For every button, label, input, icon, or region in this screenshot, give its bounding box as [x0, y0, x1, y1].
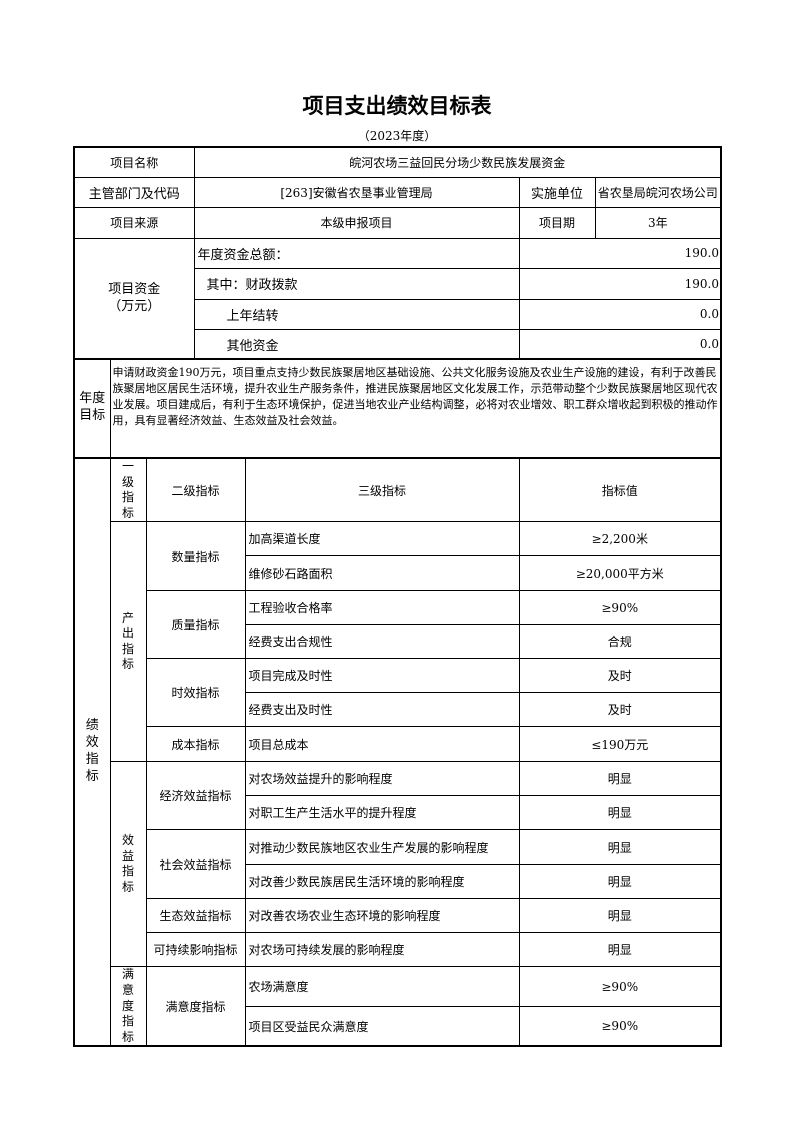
l3-name: 对推动少数民族地区农业生产发展的影响程度	[244, 829, 520, 866]
fund-row-value: 190.0	[518, 267, 722, 300]
indicators-table: 绩效指标 一级指标 二级指标 三级指标 指标值 产出指标 数量指标 加高渠道长度…	[73, 457, 722, 1048]
l2-quality: 质量指标	[145, 590, 246, 660]
period-label: 项目期	[518, 206, 596, 239]
unit-value: 省农垦局皖河农场公司	[594, 176, 722, 208]
l3-value: ≥90%	[518, 590, 722, 626]
l3-value: ≥90%	[518, 966, 722, 1008]
l3-name: 维修砂石路面积	[244, 555, 520, 592]
l3-name: 经费支出合规性	[244, 624, 520, 660]
page-subtitle: （2023年度）	[357, 129, 437, 143]
l3-value: 明显	[518, 864, 722, 900]
period-value: 3年	[594, 206, 722, 239]
fund-row-label: 年度资金总额：	[193, 237, 520, 269]
header-value: 指标值	[518, 457, 722, 523]
l3-name: 对职工生产生活水平的提升程度	[244, 795, 520, 831]
page-title: 项目支出绩效目标表	[302, 94, 492, 118]
l3-name: 工程验收合格率	[244, 590, 520, 626]
l3-value: 明显	[518, 761, 722, 797]
l1-benefit: 效益指标	[109, 761, 147, 968]
l2-cost: 成本指标	[145, 726, 246, 763]
funds-label-line2: （万元）	[108, 298, 161, 314]
fund-row-label: 其中：财政拨款	[193, 267, 520, 300]
fund-row-value: 0.0	[518, 298, 722, 330]
l2-quantity: 数量指标	[145, 521, 246, 592]
source-label: 项目来源	[73, 206, 195, 239]
fund-row-label: 上年结转	[193, 298, 520, 330]
l3-name: 对改善农场农业生态环境的影响程度	[244, 898, 520, 934]
fund-row-value: 190.0	[518, 237, 722, 269]
l2-sustainable: 可持续影响指标	[145, 932, 246, 968]
l1-output: 产出指标	[109, 521, 147, 763]
funds-label-line1: 项目资金	[108, 281, 161, 297]
header-l2: 二级指标	[145, 457, 246, 523]
l2-ecological: 生态效益指标	[145, 898, 246, 934]
l3-value: 明显	[518, 898, 722, 934]
goal-text: 申请财政资金190万元，项目重点支持少数民族聚居地区基础设施、公共文化服务设施及…	[109, 358, 722, 458]
l2-timeliness: 时效指标	[145, 658, 246, 728]
l3-name: 加高渠道长度	[244, 521, 520, 557]
fund-row-value: 0.0	[518, 328, 722, 360]
l3-name: 对农场可持续发展的影响程度	[244, 932, 520, 968]
l3-name: 农场满意度	[244, 966, 520, 1008]
l3-value: 合规	[518, 624, 722, 660]
l3-value: 明显	[518, 932, 722, 968]
l3-name: 项目总成本	[244, 726, 520, 763]
l3-value: 及时	[518, 658, 722, 694]
header-l3: 三级指标	[244, 457, 520, 523]
l2-economic: 经济效益指标	[145, 761, 246, 831]
l3-name: 项目区受益民众满意度	[244, 1006, 520, 1047]
l3-value: 明显	[518, 829, 722, 866]
dept-label: 主管部门及代码	[73, 176, 195, 208]
project-info-table: 项目名称 皖河农场三益回民分场少数民族发展资金 主管部门及代码 [263]安徽省…	[73, 146, 723, 360]
header-l1: 一级指标	[109, 457, 147, 523]
l3-name: 对改善少数民族居民生活环境的影响程度	[244, 864, 520, 900]
source-value: 本级申报项目	[193, 206, 520, 239]
l3-value: 及时	[518, 692, 722, 728]
l3-name: 项目完成及时性	[244, 658, 520, 694]
l3-name: 经费支出及时性	[244, 692, 520, 728]
l2-social: 社会效益指标	[145, 829, 246, 900]
l3-value: ≥2,200米	[518, 521, 722, 557]
fund-row-label: 其他资金	[193, 328, 520, 360]
l3-value: ≥20,000平方米	[518, 555, 722, 592]
l3-value: ≥90%	[518, 1006, 722, 1047]
l1-satisfaction: 满意度指标	[109, 966, 147, 1047]
name-value: 皖河农场三益回民分场少数民族发展资金	[193, 146, 722, 178]
l3-value: 明显	[518, 795, 722, 831]
section-label: 绩效指标	[73, 457, 111, 1047]
l3-name: 对农场效益提升的影响程度	[244, 761, 520, 797]
unit-label: 实施单位	[518, 176, 596, 208]
name-label: 项目名称	[73, 146, 195, 178]
goal-label: 年度目标	[73, 358, 111, 458]
l3-value: ≤190万元	[518, 726, 722, 763]
funds-label: 项目资金 （万元）	[73, 237, 195, 360]
l2-satisfaction: 满意度指标	[145, 966, 246, 1047]
goal-table: 年度目标 申请财政资金190万元，项目重点支持少数民族聚居地区基础设施、公共文化…	[73, 358, 722, 458]
dept-value: [263]安徽省农垦事业管理局	[193, 176, 520, 208]
